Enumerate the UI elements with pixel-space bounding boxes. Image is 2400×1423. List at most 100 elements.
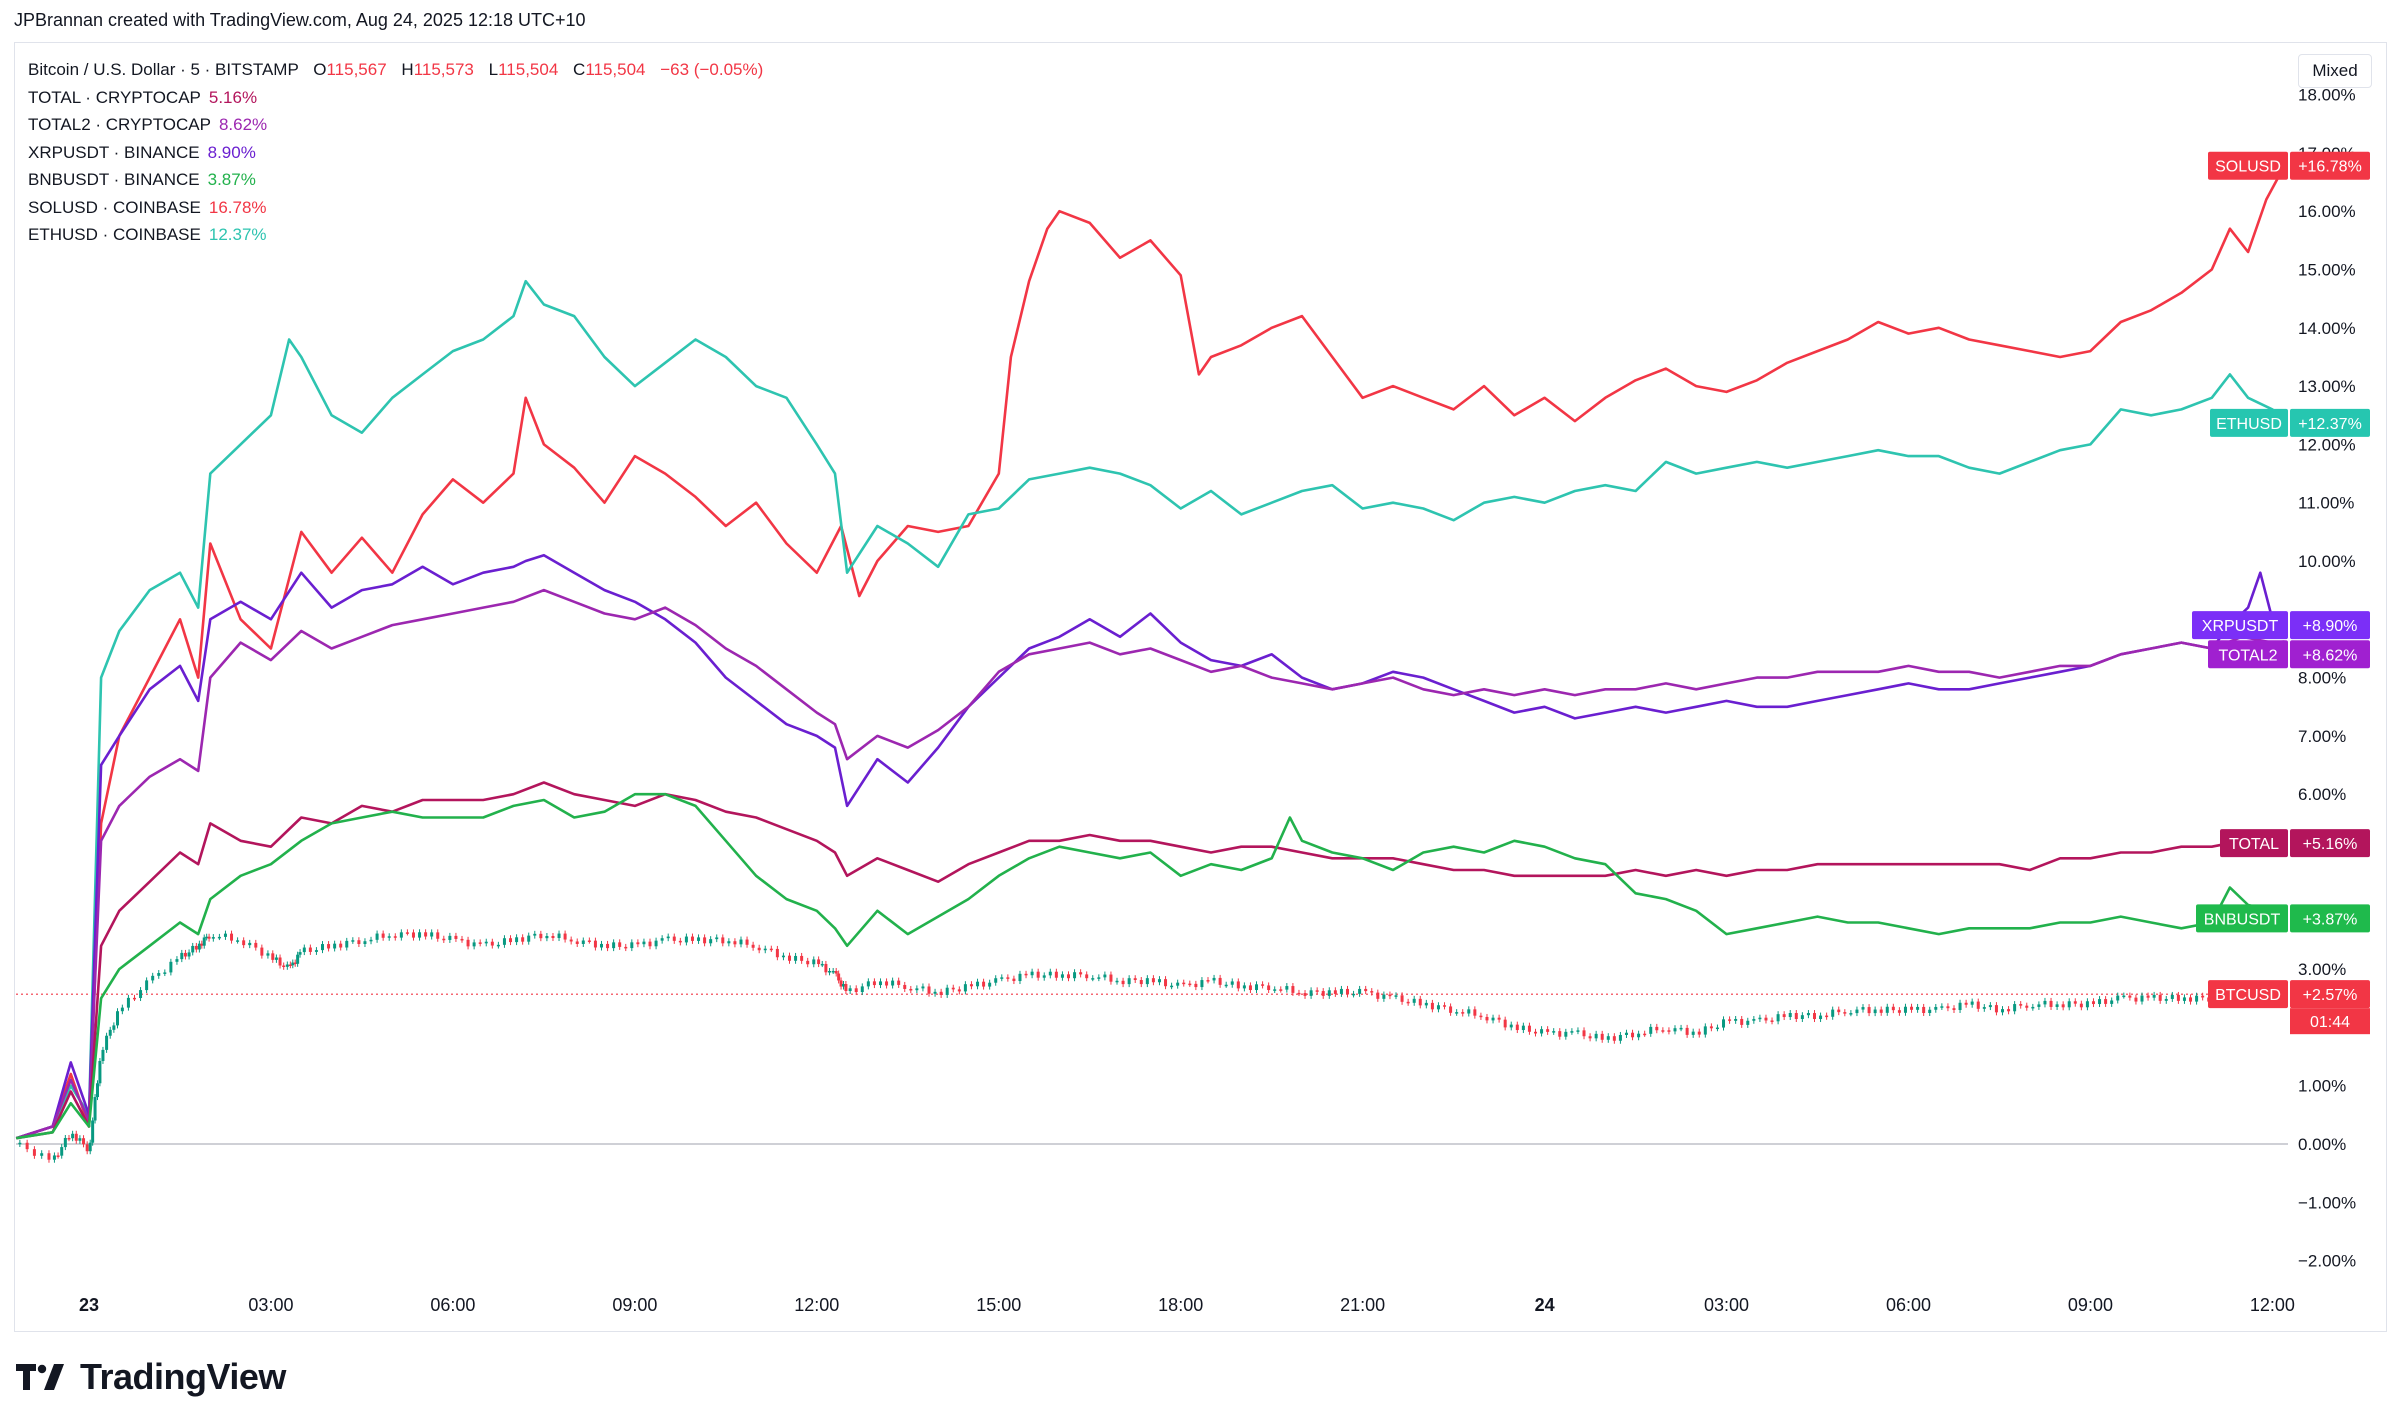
- open-value: 115,567: [326, 60, 387, 79]
- y-tick-label: 3.00%: [2298, 960, 2346, 979]
- candle-body: [2043, 1000, 2047, 1005]
- y-tick-label: 6.00%: [2298, 785, 2346, 804]
- candle-body: [1345, 988, 1349, 995]
- candle-body: [1552, 1031, 1556, 1033]
- candle-body: [454, 935, 458, 939]
- candle-body: [108, 1029, 112, 1036]
- candle-body: [502, 938, 506, 945]
- candle-body: [684, 936, 688, 943]
- series-label-xrpusdt[interactable]: XRPUSDT +8.90%: [2192, 611, 2370, 640]
- candle-body: [1715, 1027, 1719, 1030]
- candle-body: [1436, 1005, 1440, 1010]
- candle-body: [891, 980, 895, 986]
- candle-body: [1570, 1031, 1574, 1033]
- candle-body: [82, 1138, 86, 1145]
- candle-body: [1115, 980, 1119, 983]
- candle-body: [2007, 1009, 2011, 1012]
- candle-body: [151, 975, 155, 981]
- candle-body: [1764, 1017, 1768, 1021]
- candle-body: [1794, 1013, 1798, 1020]
- candle-body: [1540, 1029, 1544, 1034]
- candle-body: [126, 997, 130, 1008]
- candle-body: [1097, 977, 1101, 979]
- candle-body: [298, 952, 302, 955]
- candle-body: [88, 1142, 92, 1152]
- candle-body: [1091, 978, 1095, 980]
- candle-body: [1740, 1018, 1744, 1025]
- series-value-text: +12.37%: [2298, 416, 2362, 433]
- candle-body: [271, 953, 275, 960]
- series-label-solusd[interactable]: SOLUSD +16.78%: [2208, 151, 2370, 180]
- candle-body: [1825, 1015, 1829, 1018]
- candle-body: [557, 933, 561, 939]
- y-tick-label: 18.00%: [2298, 86, 2356, 105]
- candle-body: [1982, 1007, 1986, 1009]
- legend-row-total2[interactable]: TOTAL2 · CRYPTOCAP 8.62%: [28, 111, 763, 139]
- candle-body: [612, 942, 616, 949]
- candle-body: [1303, 993, 1307, 996]
- legend-value: 5.16%: [208, 87, 258, 107]
- candle-body: [1315, 990, 1319, 992]
- legend-row-total[interactable]: TOTAL · CRYPTOCAP 5.16%: [28, 84, 763, 112]
- legend-row-ethusd[interactable]: ETHUSD · COINBASE 12.37%: [28, 221, 763, 249]
- candle-body: [478, 942, 482, 944]
- candle-body: [2134, 997, 2138, 1002]
- candle-body: [575, 941, 579, 944]
- legend-row-xrpusdt[interactable]: XRPUSDT · BINANCE 8.90%: [28, 139, 763, 167]
- candle-body: [593, 940, 597, 948]
- candle-body: [345, 940, 349, 948]
- candle-body: [78, 1138, 82, 1141]
- candle-body: [2152, 994, 2156, 998]
- candle-body: [1576, 1030, 1580, 1032]
- legend-value: 3.87%: [207, 170, 256, 189]
- series-name-text: TOTAL: [2229, 836, 2279, 853]
- series-label-bnbusdt[interactable]: BNBUSDT +3.87%: [2196, 904, 2370, 933]
- high-label: H: [401, 60, 414, 79]
- candle-body: [472, 942, 476, 947]
- series-name-badge: [2220, 829, 2288, 858]
- candle-body: [1370, 991, 1374, 993]
- candle-body: [854, 988, 858, 993]
- candle-body: [1509, 1024, 1513, 1028]
- series-name-text: XRPUSDT: [2202, 618, 2279, 635]
- candle-body: [1855, 1009, 1859, 1014]
- candle-body: [1000, 977, 1004, 979]
- candle-body: [1612, 1036, 1616, 1041]
- tradingview-logo[interactable]: TradingView: [16, 1356, 286, 1398]
- candle-body: [1412, 998, 1416, 1003]
- candle-body: [2079, 1003, 2083, 1008]
- candle-body: [1461, 1012, 1465, 1014]
- x-tick-label: 12:00: [2250, 1295, 2295, 1315]
- y-tick-label: 14.00%: [2298, 319, 2356, 338]
- series-label-ethusd[interactable]: ETHUSD +12.37%: [2210, 408, 2370, 437]
- series-label-total2[interactable]: TOTAL2 +8.62%: [2208, 640, 2370, 669]
- candle-body: [1248, 985, 1252, 991]
- scale-mode-button[interactable]: Mixed: [2298, 54, 2372, 88]
- candle-body: [381, 933, 385, 938]
- candle-body: [120, 1007, 124, 1012]
- candle-body: [2201, 995, 2205, 998]
- candle-body: [642, 941, 646, 945]
- candle-body: [418, 932, 422, 938]
- series-label-total[interactable]: TOTAL +5.16%: [2220, 829, 2370, 858]
- series-value-badge: [2290, 408, 2370, 437]
- candle-body: [824, 963, 828, 973]
- candle-body: [93, 1097, 97, 1121]
- candle-body: [1054, 971, 1058, 978]
- candle-body: [266, 953, 270, 956]
- x-tick-label: 06:00: [1886, 1295, 1931, 1315]
- main-symbol-row[interactable]: Bitcoin / U.S. Dollar · 5 · BITSTAMP O11…: [28, 56, 763, 84]
- candle-body: [1503, 1019, 1507, 1028]
- candle-body: [1849, 1013, 1853, 1015]
- series-value-text: +16.78%: [2298, 159, 2362, 176]
- candle-body: [1782, 1014, 1786, 1018]
- candle-body: [484, 941, 488, 944]
- candle-body: [1843, 1012, 1847, 1014]
- series-label-btcusd[interactable]: BTCUSD +2.57% 01:44: [2208, 980, 2370, 1035]
- legend-row-solusd[interactable]: SOLUSD · COINBASE 16.78%: [28, 194, 763, 222]
- candle-body: [1582, 1030, 1586, 1037]
- legend-row-bnbusdt[interactable]: BNBUSDT · BINANCE 3.87%: [28, 166, 763, 194]
- legend-value: 16.78%: [208, 197, 267, 217]
- candle-body: [436, 932, 440, 939]
